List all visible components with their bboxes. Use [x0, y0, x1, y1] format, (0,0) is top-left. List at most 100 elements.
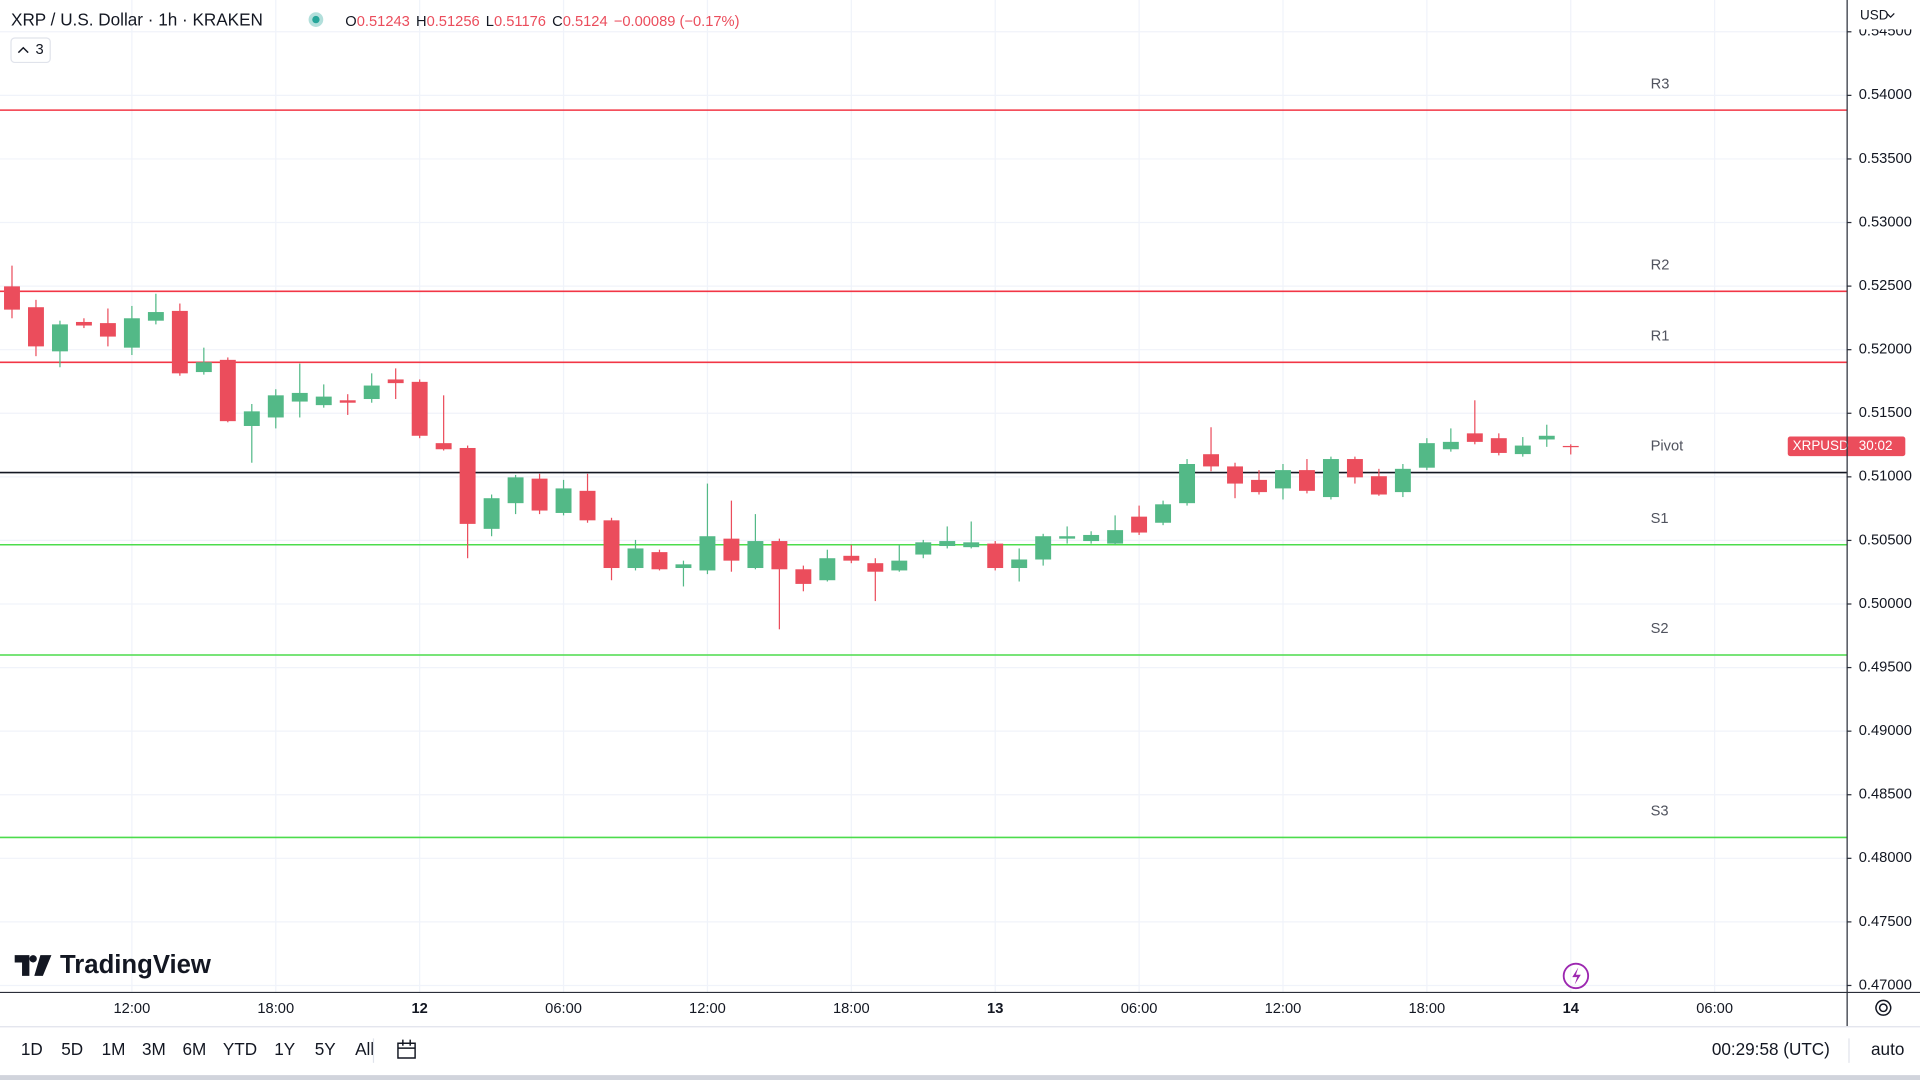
price-badge-countdown: 30:02 — [1859, 438, 1893, 453]
candle-body — [1227, 466, 1243, 484]
x-tick-label: 06:00 — [1696, 1001, 1733, 1017]
y-tick-label: 0.49500 — [1859, 659, 1912, 675]
price-axis: 0.47000 0.47500 0.48000 0.48500 0.49000 0.495… — [1846, 24, 1912, 993]
ohlc-value: 0.51256 — [427, 14, 480, 30]
candle-body — [1322, 459, 1339, 498]
candle-body — [1083, 534, 1100, 542]
y-tick-label: 0.53000 — [1859, 214, 1912, 230]
ohlc-change: −0.00089 (−0.17%) — [614, 14, 740, 30]
candle-body — [28, 307, 44, 347]
candle-body — [699, 536, 716, 571]
bottom-toolbar: 1D 5D 1M 3M 6M YTD 1Y 5Y All — [21, 1039, 374, 1059]
ohlc-letter: C — [552, 14, 563, 30]
level-label: R2 — [1651, 257, 1670, 273]
x-tick-label: 18:00 — [257, 1001, 294, 1017]
candle-body — [795, 569, 812, 584]
candle-body — [243, 411, 260, 426]
currency-caret — [1886, 13, 1895, 19]
candle-body — [531, 478, 548, 511]
y-tick-label: 0.50000 — [1859, 596, 1912, 612]
candle-body — [267, 395, 284, 418]
candle-body — [1251, 479, 1267, 493]
candle-body — [507, 477, 524, 504]
candle-body — [771, 541, 788, 570]
range-button[interactable]: 1D — [21, 1039, 43, 1059]
ohlc-letter: L — [486, 14, 494, 30]
x-tick-label: 12:00 — [689, 1001, 726, 1017]
range-button[interactable]: 1M — [102, 1039, 126, 1059]
candle-body — [123, 318, 140, 348]
currency[interactable]: USD — [1860, 7, 1889, 22]
candle-body — [627, 548, 644, 569]
logo-text: TradingView — [60, 951, 212, 979]
candle-body — [75, 321, 92, 326]
y-tick-label: 0.47500 — [1859, 914, 1912, 930]
y-tick-label: 0.48500 — [1859, 787, 1912, 803]
ohlc-value: 0.51176 — [494, 14, 546, 30]
candle-body — [1011, 559, 1028, 569]
range-button[interactable]: 5D — [61, 1039, 83, 1059]
candle-body — [867, 563, 884, 572]
candle-body — [1131, 516, 1148, 533]
currency-bg — [1848, 0, 1920, 30]
candle-body — [387, 379, 404, 384]
range-button[interactable]: 3M — [142, 1039, 166, 1059]
indicator-count: 3 — [36, 42, 44, 58]
candle-body — [1275, 470, 1291, 489]
candle-body — [819, 558, 836, 581]
range-button[interactable]: YTD — [223, 1039, 257, 1059]
candle-body — [1299, 470, 1315, 491]
logo-mark — [14, 955, 52, 976]
x-tick-label: 12:00 — [1265, 1001, 1302, 1017]
candle-body — [435, 443, 452, 450]
price-badge-name: XRPUSD — [1793, 438, 1849, 453]
candle-body — [339, 400, 356, 403]
level-label: Pivot — [1651, 439, 1684, 455]
ohlc-value: 0.5124 — [563, 14, 608, 30]
settings-icon[interactable] — [1875, 999, 1892, 1016]
candle-body — [963, 542, 980, 548]
goto-date-icon[interactable] — [397, 1039, 416, 1059]
scale-mode[interactable]: auto — [1871, 1039, 1904, 1059]
level-label: S2 — [1651, 621, 1669, 637]
candle-body — [1059, 536, 1076, 539]
events-icon[interactable] — [1562, 962, 1590, 990]
ohlc-values: O0.51243 H0.51256 L0.51176 C0.5124 −0.00089 … — [345, 14, 739, 30]
indicator-toggle[interactable] — [10, 37, 51, 64]
x-tick-label: 12:00 — [114, 1001, 151, 1017]
indicator-caret — [17, 46, 29, 54]
x-tick-label: 14 — [1563, 1001, 1580, 1017]
range-button[interactable]: 5Y — [315, 1039, 337, 1059]
candle-body — [1107, 530, 1124, 544]
y-tick-label: 0.54000 — [1859, 87, 1912, 103]
candle-body — [939, 541, 956, 547]
range-button[interactable]: 1Y — [274, 1039, 296, 1059]
time-axis: 12:00 18:00 12 06:00 12:00 18:00 13 06:00 12:00 1… — [114, 1001, 1734, 1017]
range-button[interactable]: All — [355, 1039, 374, 1059]
candle-body — [99, 323, 116, 337]
range-button[interactable]: 6M — [182, 1039, 206, 1059]
x-tick-label: 06:00 — [545, 1001, 582, 1017]
candle-body — [1490, 438, 1507, 453]
events-bolt — [1572, 967, 1581, 985]
y-tick-label: 0.53500 — [1859, 151, 1912, 167]
candle-body — [363, 385, 380, 400]
candle-body — [459, 447, 476, 524]
candle-body — [411, 381, 428, 436]
candle-body — [891, 560, 908, 571]
candle-body — [579, 490, 596, 521]
symbol-title[interactable]: XRP / U.S. Dollar · 1h · KRAKEN — [11, 9, 263, 29]
logo: TradingView — [14, 951, 212, 979]
bottom-strip — [0, 1075, 1920, 1080]
candle-body — [51, 324, 68, 352]
candle-body — [1179, 464, 1196, 504]
candle-body — [1466, 433, 1483, 442]
level-label: S1 — [1651, 511, 1669, 527]
candle-body — [1394, 468, 1411, 493]
grid — [0, 0, 1847, 992]
pivot-levels: R3 R2 R1 Pivot S1 S2 S3 — [0, 76, 1847, 839]
candle-body — [1562, 445, 1579, 448]
candle-body — [555, 488, 572, 513]
candle-body — [1346, 459, 1363, 478]
candle-body — [1442, 441, 1459, 450]
